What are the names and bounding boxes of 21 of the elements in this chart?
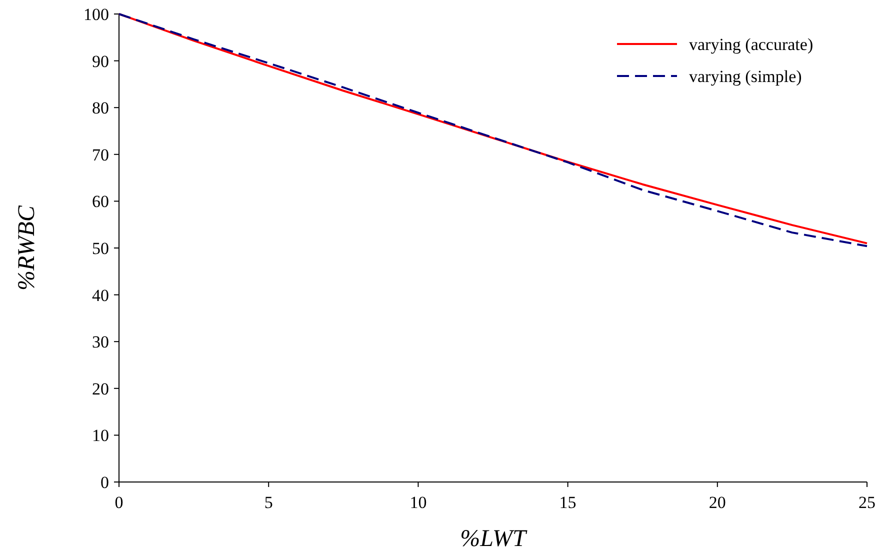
y-tick-label: 30 [92, 332, 109, 352]
legend-label: varying (accurate) [689, 34, 814, 54]
y-tick-label: 100 [84, 4, 109, 24]
y-tick-label: 10 [92, 426, 109, 446]
y-tick-label: 70 [92, 145, 109, 164]
x-tick-label: 0 [114, 493, 124, 512]
y-tick-label: 0 [100, 472, 109, 492]
y-tick-label: 20 [92, 379, 109, 398]
y-tick-label: 50 [92, 238, 109, 258]
y-axis-title: %RWBC [14, 204, 40, 290]
x-tick-label: 10 [410, 493, 427, 512]
y-tick-label: 90 [92, 52, 109, 71]
y-tick-label: 60 [92, 192, 109, 212]
x-tick-label: 15 [559, 493, 576, 512]
x-axis-title: %LWT [460, 526, 528, 552]
y-tick-label: 40 [92, 286, 109, 305]
x-tick-label: 20 [708, 493, 726, 512]
x-tick-label: 25 [858, 493, 876, 512]
x-tick-label: 5 [264, 493, 273, 512]
y-tick-label: 80 [92, 98, 109, 118]
legend-label: varying (simple) [689, 66, 802, 86]
